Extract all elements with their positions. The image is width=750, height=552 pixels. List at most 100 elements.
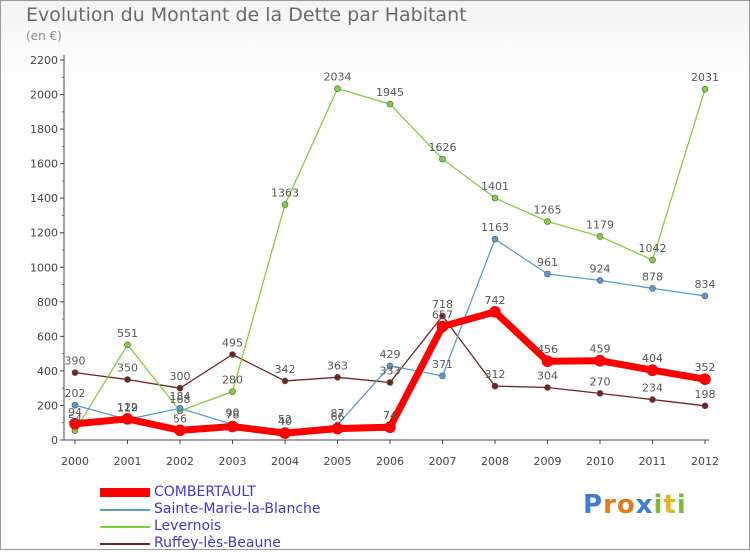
legend-label-combertault: COMBERTAULT xyxy=(154,484,256,500)
data-point xyxy=(279,427,291,439)
data-label: 459 xyxy=(590,343,611,356)
chart-title: Evolution du Montant de la Dette par Hab… xyxy=(26,4,467,26)
data-label: 54 xyxy=(68,413,82,426)
data-point xyxy=(649,396,656,403)
data-point xyxy=(121,413,134,425)
data-label: 312 xyxy=(485,368,506,381)
y-tick-label: 2200 xyxy=(30,54,58,67)
data-label: 122 xyxy=(117,401,138,414)
x-tick-label: 2003 xyxy=(219,455,247,468)
data-label: 333 xyxy=(380,364,401,377)
legend-swatch-sainte-marie xyxy=(100,509,150,511)
data-label: 961 xyxy=(537,256,558,269)
x-tick-label: 2005 xyxy=(324,455,352,468)
x-tick-label: 2012 xyxy=(691,455,719,468)
y-tick-label: 400 xyxy=(37,365,58,378)
x-tick-label: 2008 xyxy=(481,455,509,468)
data-label: 94 xyxy=(68,406,82,419)
data-point xyxy=(69,417,81,430)
data-point xyxy=(281,377,289,385)
legend-label-ruffey: Ruffey-lès-Beaune xyxy=(154,535,281,551)
data-label: 87 xyxy=(331,407,345,420)
data-label: 1163 xyxy=(481,221,509,234)
x-tick-label: 2009 xyxy=(534,455,562,468)
data-point xyxy=(71,401,79,409)
data-point xyxy=(701,292,709,300)
data-label: 1363 xyxy=(271,187,299,200)
data-point xyxy=(386,100,394,108)
proxiti-logo: Proxiti xyxy=(583,490,687,520)
data-point xyxy=(334,373,341,381)
y-tick-label: 1000 xyxy=(30,261,58,274)
data-point xyxy=(489,306,501,318)
data-point xyxy=(176,404,184,412)
legend-label-sainte-marie: Sainte-Marie-la-Blanche xyxy=(154,501,321,517)
data-label: 350 xyxy=(117,362,138,375)
x-tick-label: 2001 xyxy=(114,455,142,468)
data-label: 742 xyxy=(485,294,506,307)
data-label: 371 xyxy=(432,358,453,371)
data-label: 834 xyxy=(695,278,716,291)
data-label: 924 xyxy=(590,262,611,275)
data-point xyxy=(491,235,499,243)
data-label: 352 xyxy=(695,361,716,374)
data-label: 2034 xyxy=(324,71,352,84)
legend-label-levernois: Levernois xyxy=(154,518,222,534)
data-label: 1401 xyxy=(481,180,509,193)
x-tick-label: 2007 xyxy=(429,455,457,468)
data-label: 342 xyxy=(275,363,296,376)
data-point xyxy=(334,85,341,92)
y-tick-label: 1800 xyxy=(30,123,58,136)
x-tick-label: 2000 xyxy=(61,455,89,468)
data-point xyxy=(649,256,656,264)
data-label: 198 xyxy=(695,388,716,401)
y-tick-label: 2000 xyxy=(30,89,58,102)
data-point xyxy=(701,402,709,410)
data-point xyxy=(646,364,659,377)
data-point xyxy=(596,233,604,240)
data-label: 40 xyxy=(278,415,292,428)
data-label: 657 xyxy=(432,309,453,322)
data-label: 1042 xyxy=(639,242,667,255)
logo-letter: x xyxy=(635,490,654,520)
data-label: 78 xyxy=(226,409,240,422)
data-point xyxy=(174,424,186,437)
data-point xyxy=(384,421,396,434)
logo-letter: P xyxy=(583,490,604,520)
y-tick-label: 200 xyxy=(37,399,58,412)
data-point xyxy=(491,382,499,390)
x-tick-label: 2004 xyxy=(271,455,299,468)
data-point xyxy=(281,201,289,208)
data-point xyxy=(594,354,606,367)
data-point xyxy=(596,390,604,397)
data-label: 202 xyxy=(65,387,86,400)
x-tick-label: 2011 xyxy=(639,455,667,468)
data-label: 878 xyxy=(642,270,663,283)
logo-letter: i xyxy=(676,490,687,520)
data-point xyxy=(229,351,236,358)
data-point xyxy=(439,372,446,380)
y-tick-label: 1200 xyxy=(30,227,58,240)
chart-subtitle: (en €) xyxy=(26,29,62,43)
data-label: 270 xyxy=(590,375,611,388)
data-label: 363 xyxy=(327,359,348,372)
data-label: 234 xyxy=(642,382,663,395)
data-point xyxy=(229,388,236,395)
x-tick-label: 2002 xyxy=(166,455,194,468)
data-label: 390 xyxy=(65,355,86,368)
y-tick-label: 0 xyxy=(51,434,58,447)
data-label: 1179 xyxy=(586,218,614,231)
y-tick-label: 600 xyxy=(37,330,58,343)
logo-letter: o xyxy=(616,490,636,520)
logo-letter: t xyxy=(663,490,677,520)
data-point xyxy=(541,355,554,368)
logo-letter: i xyxy=(653,490,664,520)
data-label: 404 xyxy=(642,352,663,365)
y-tick-label: 800 xyxy=(37,296,58,309)
data-point xyxy=(649,285,656,292)
legend-swatch-combertault xyxy=(100,488,150,497)
data-label: 304 xyxy=(537,369,558,382)
data-point xyxy=(699,373,711,386)
